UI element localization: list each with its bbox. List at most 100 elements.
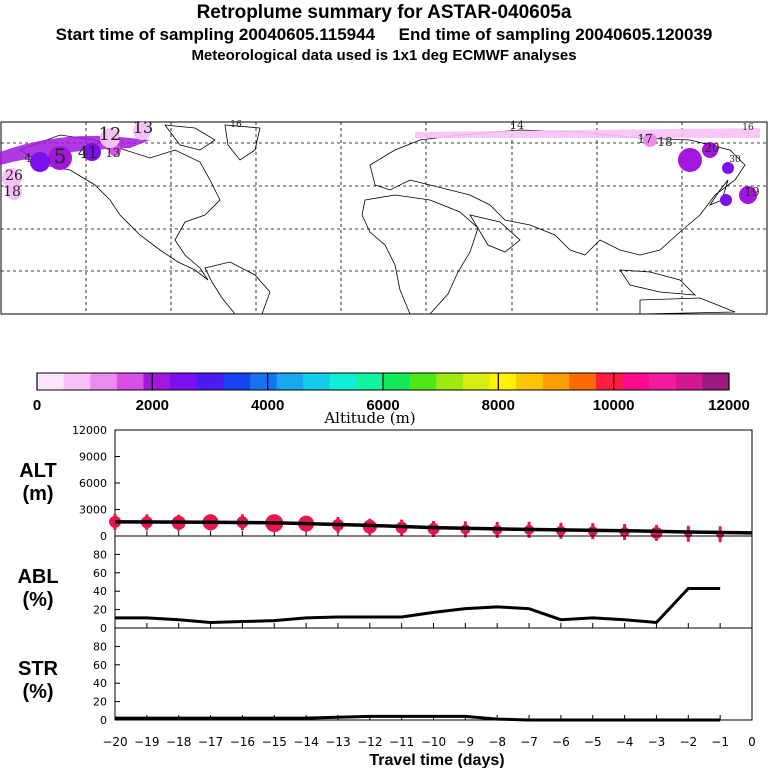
figure-title: Retroplume summary for ASTAR-040605a [196,2,572,23]
panel-frame [114,535,753,629]
x-tick-label: −17 [198,735,223,749]
x-tick-label: −3 [648,735,666,749]
x-tick-label: −9 [456,735,474,749]
colorbar-swatch [356,373,384,390]
sampling-time-line: Start time of sampling 20040605.115944 E… [55,25,713,44]
alt-median-line [114,520,753,535]
y-tick-label: 40 [93,585,107,598]
plume-label: 16 [230,120,242,130]
colorbar-swatch [37,373,65,390]
colorbar-swatch [196,373,224,390]
plume-label: 13 [133,118,153,137]
x-tick-label: −6 [552,735,570,749]
plume-label: 20 [704,141,719,155]
plume-label: 14 [510,119,524,132]
x-axis-label: Travel time (days) [369,752,504,768]
plume-label: 18 [3,184,21,200]
colorbar-swatch [595,373,624,390]
y-axis-label: ALT [19,460,56,482]
plume-label: 5 [54,144,67,168]
y-tick-label: 20 [93,696,107,709]
colorbar-swatch [702,373,730,390]
x-tick-label: −2 [679,735,697,749]
colorbar-swatch [329,373,357,390]
colorbar-swatch [622,373,650,390]
x-tick-label: 0 [748,735,756,749]
y-tick-label: 80 [93,640,107,653]
colorbar-swatch [170,373,198,390]
colorbar-swatch [303,373,331,390]
colorbar-swatch [462,373,490,390]
x-tick-label: −18 [166,735,191,749]
plume-label: 4 [24,151,32,165]
x-tick-label: −14 [293,735,318,749]
colorbar-swatch [63,373,91,390]
colorbar-label: Altitude (m) [323,409,415,427]
colorbar-tick-label: 4000 [251,397,284,414]
colorbar-swatch [383,373,411,390]
str-line [115,714,721,722]
colorbar-swatch [542,373,570,390]
y-axis-label: ABL [17,566,58,588]
colorbar-swatch [116,373,144,390]
plume-label: 12 [99,124,122,145]
colorbar-swatch [489,373,517,390]
x-tick-label: −19 [134,735,159,749]
plume-label: 13 [105,146,120,160]
colorbar-tick-label: 10000 [593,397,635,414]
x-tick-label: −16 [230,735,255,749]
colorbar-swatch [409,373,437,390]
y-axis-label-unit: (%) [22,681,53,703]
colorbar-swatch [569,373,597,390]
colorbar-tick-label: 12000 [708,397,750,414]
y-tick-label: 0 [100,714,107,727]
colorbar-swatch [90,373,118,390]
y-axis-label-unit: (m) [22,483,53,505]
plume-label: 19 [744,185,759,199]
x-tick-label: −4 [616,735,634,749]
colorbar-tick-label: 2000 [136,397,169,414]
x-tick-label: −20 [102,735,127,749]
y-tick-label: 60 [93,659,107,672]
y-tick-label: 9000 [79,451,107,464]
colorbar-swatch [516,373,544,390]
panel-abl: 0 20 40 60 80 ABL(%) [17,535,753,635]
x-tick-label: −15 [262,735,287,749]
y-tick-label: 6000 [79,477,107,490]
colorbar-swatch [276,373,304,390]
y-tick-label: 0 [100,530,107,543]
x-tick-label: −7 [520,735,538,749]
x-tick-label: −13 [325,735,350,749]
plume-label: 41 [78,143,98,162]
y-tick-label: 40 [93,677,107,690]
x-tick-label: −5 [584,735,602,749]
plume-label: 26 [5,168,23,184]
panel-str: 0 20 40 60 80 STR(%) [18,627,753,727]
colorbar-swatch [649,373,677,390]
colorbar-swatch [223,373,251,390]
y-tick-label: 60 [93,567,107,580]
map-frame [0,121,768,315]
x-tick-label: −8 [488,735,506,749]
colorbar-swatch [675,373,703,390]
meteorological-data-line: Meteorological data used is 1x1 deg ECMW… [191,47,577,64]
colorbar-swatch [249,373,278,390]
y-tick-label: 3000 [79,504,107,517]
abl-line [115,586,721,625]
colorbar-tick-label: 0 [33,397,41,414]
plume-label: 18 [657,135,672,149]
time-series-panels: 030006000900012000ALT(m)020406080ABL(%)0… [17,424,753,727]
y-tick-label: 12000 [72,424,107,437]
x-tick-label: −1 [711,735,729,749]
panel-frame [114,627,753,721]
panel-alt: 0 3000 6000 9000 12000 ALT(m) [19,424,753,543]
x-tick-label: −11 [389,735,414,749]
y-tick-label: 0 [100,622,107,635]
y-axis-label: STR [18,658,59,680]
plume-label: 30 [729,155,741,165]
travel-time-axis: −20 −19 −18 −17 −16 −15 −14 −13 −12 −11 −10 −9 −8 −7−… [102,735,755,768]
colorbar-swatch [143,373,171,390]
